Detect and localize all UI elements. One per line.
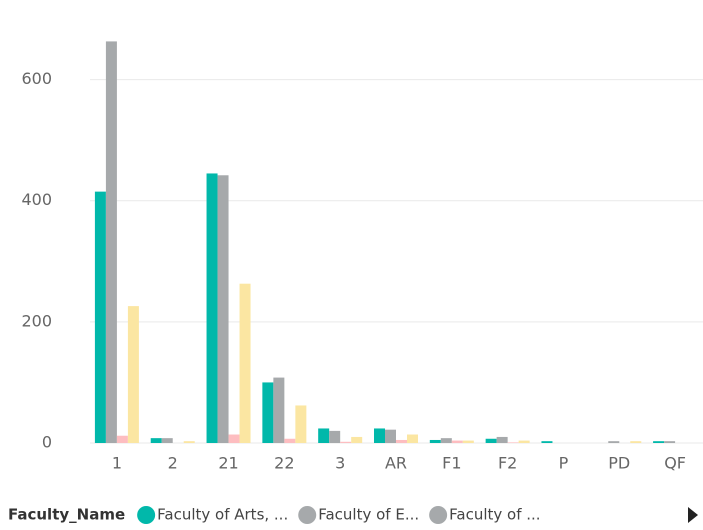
bar <box>541 441 553 443</box>
bar <box>451 440 463 443</box>
bar <box>485 438 497 443</box>
bar <box>429 439 441 443</box>
legend-label[interactable]: Faculty of ... <box>449 506 540 524</box>
bar <box>630 441 642 443</box>
bar <box>608 441 620 443</box>
bar <box>295 405 307 443</box>
legend-marker[interactable] <box>298 506 317 524</box>
y-tick-label: 0 <box>42 433 52 452</box>
bar <box>161 438 173 443</box>
bar <box>183 441 195 443</box>
x-tick-label: 2 <box>168 454 178 473</box>
bar <box>318 428 330 443</box>
x-tick-label: 3 <box>335 454 345 473</box>
legend-label[interactable]: Faculty of E... <box>318 506 419 524</box>
legend-next-arrow[interactable] <box>688 507 698 523</box>
bar <box>351 436 363 443</box>
bar <box>518 440 530 443</box>
x-tick-label: PD <box>608 454 630 473</box>
bar <box>206 173 218 443</box>
bar <box>262 382 274 443</box>
legend-marker[interactable] <box>429 506 448 524</box>
x-tick-label: F2 <box>498 454 517 473</box>
bar <box>340 441 352 443</box>
bar <box>407 434 418 443</box>
bar <box>374 428 385 443</box>
bar <box>462 440 474 443</box>
legend-title: Faculty_Name <box>8 506 125 524</box>
bar <box>664 441 676 443</box>
y-tick-label: 600 <box>21 69 52 88</box>
bar <box>385 429 396 443</box>
x-tick-label: 1 <box>112 454 122 473</box>
bar <box>217 175 229 443</box>
bar <box>105 41 117 443</box>
x-tick-label: P <box>559 454 569 473</box>
x-tick-label: 22 <box>274 454 294 473</box>
y-tick-label: 200 <box>21 311 52 330</box>
x-tick-label: AR <box>385 454 407 473</box>
legend-marker[interactable] <box>137 506 156 524</box>
bar <box>507 442 519 443</box>
legend-label[interactable]: Faculty of Arts, ... <box>157 506 288 524</box>
bar <box>239 283 251 443</box>
bar <box>94 191 106 443</box>
bar <box>496 436 508 443</box>
x-tick-label: 21 <box>218 454 238 473</box>
bar <box>273 377 285 443</box>
bar <box>396 439 407 443</box>
x-tick-label: QF <box>664 454 686 473</box>
bar <box>440 438 452 443</box>
y-tick-label: 400 <box>21 190 52 209</box>
bar <box>150 438 162 443</box>
bar <box>653 441 665 443</box>
bar <box>127 306 139 443</box>
bar <box>329 430 341 443</box>
x-tick-label: F1 <box>442 454 461 473</box>
bar <box>228 434 240 443</box>
bar <box>116 435 128 443</box>
bar <box>284 438 296 443</box>
